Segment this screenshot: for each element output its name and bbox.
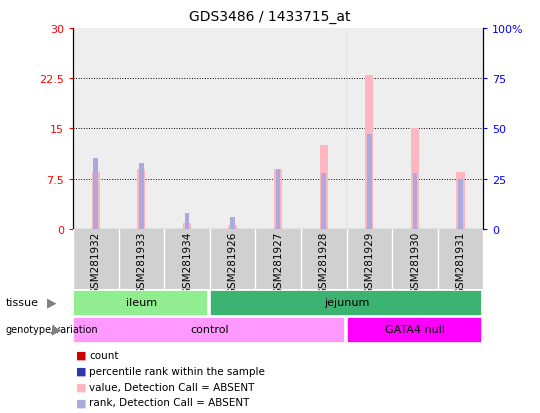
Bar	[118, 29, 164, 229]
Bar	[73, 29, 118, 229]
Bar	[276, 169, 280, 229]
Text: GDS3486 / 1433715_at: GDS3486 / 1433715_at	[189, 10, 351, 24]
Bar	[210, 29, 255, 229]
Text: ■: ■	[76, 382, 86, 392]
Text: GSM281933: GSM281933	[136, 231, 146, 294]
Text: ■: ■	[76, 350, 86, 360]
Text: GSM281931: GSM281931	[456, 231, 465, 294]
Text: rank, Detection Call = ABSENT: rank, Detection Call = ABSENT	[89, 397, 249, 407]
Bar	[228, 226, 237, 229]
Text: count: count	[89, 350, 119, 360]
Text: ileum: ileum	[126, 297, 157, 308]
Bar	[392, 29, 438, 229]
Bar	[93, 159, 98, 229]
Bar	[185, 213, 189, 229]
Text: control: control	[191, 324, 229, 335]
Text: genotype/variation: genotype/variation	[5, 324, 98, 335]
Bar	[301, 29, 347, 229]
Text: tissue: tissue	[5, 297, 38, 308]
Bar	[230, 217, 235, 229]
Bar	[456, 173, 464, 229]
Text: GSM281929: GSM281929	[364, 231, 374, 294]
Bar	[413, 173, 417, 229]
Text: GSM281934: GSM281934	[182, 231, 192, 294]
Bar	[320, 146, 328, 229]
Bar	[137, 169, 145, 229]
Bar	[73, 317, 344, 342]
Bar	[92, 173, 100, 229]
Bar	[367, 135, 372, 229]
Bar	[347, 317, 481, 342]
Bar	[458, 179, 463, 229]
Text: GSM281930: GSM281930	[410, 231, 420, 294]
Bar	[139, 163, 144, 229]
Bar	[347, 29, 392, 229]
Bar	[438, 29, 483, 229]
Text: percentile rank within the sample: percentile rank within the sample	[89, 366, 265, 376]
Bar	[321, 173, 326, 229]
Text: ■: ■	[76, 366, 86, 376]
Text: GSM281928: GSM281928	[319, 231, 329, 294]
Text: ▶: ▶	[46, 296, 56, 309]
Bar	[73, 290, 207, 315]
Bar	[210, 290, 481, 315]
Bar	[164, 29, 210, 229]
Text: GSM281932: GSM281932	[91, 231, 100, 294]
Bar	[365, 76, 373, 229]
Text: jejunum: jejunum	[324, 297, 369, 308]
Text: ▶: ▶	[52, 323, 62, 336]
Bar	[411, 129, 419, 229]
Text: value, Detection Call = ABSENT: value, Detection Call = ABSENT	[89, 382, 254, 392]
Text: GSM281926: GSM281926	[227, 231, 238, 294]
Text: GSM281927: GSM281927	[273, 231, 283, 294]
Bar	[274, 169, 282, 229]
Bar	[183, 224, 191, 229]
Bar	[255, 29, 301, 229]
Text: GATA4 null: GATA4 null	[385, 324, 445, 335]
Text: ■: ■	[76, 397, 86, 407]
